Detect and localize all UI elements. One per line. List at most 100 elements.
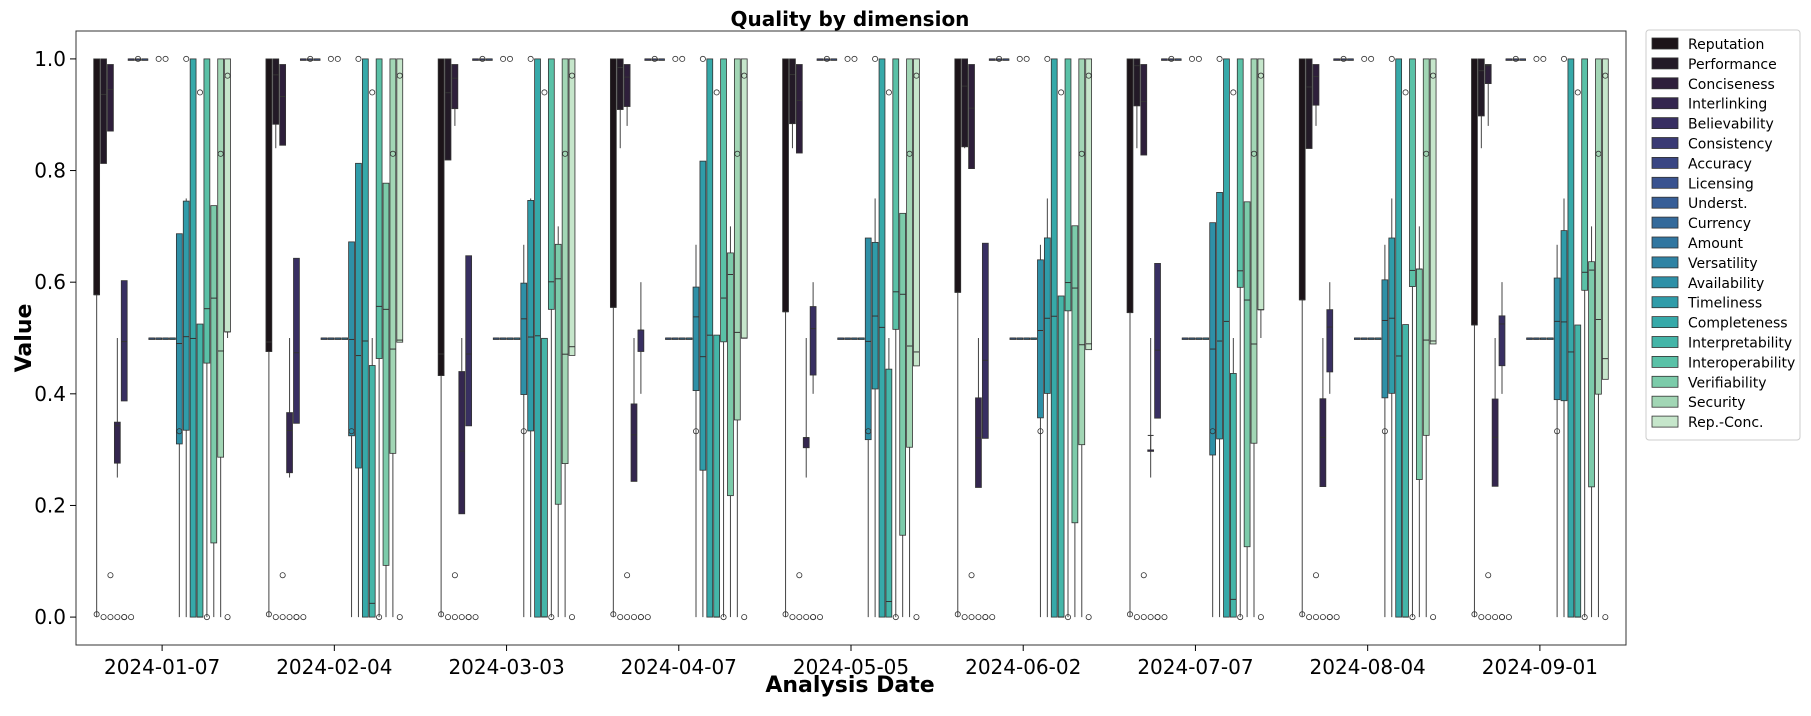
box-underst-	[1526, 337, 1533, 340]
box-currency	[499, 55, 507, 340]
outlier-point	[1313, 614, 1320, 621]
outlier-point	[376, 614, 383, 621]
box-timeliness	[1388, 55, 1396, 618]
y-axis-title: Value	[12, 304, 37, 373]
box-interoperability	[1064, 58, 1072, 621]
y-tick-label: 0.6	[34, 270, 66, 294]
outlier-point	[810, 614, 817, 621]
box-body	[1567, 58, 1575, 618]
y-tick-label: 0.8	[34, 159, 66, 183]
outlier-point	[293, 614, 300, 621]
box-body	[968, 64, 975, 169]
outlier-point	[1333, 614, 1340, 621]
box-body	[733, 58, 741, 421]
outlier-point	[562, 150, 569, 157]
box-licensing	[658, 58, 665, 61]
box-body	[1326, 309, 1334, 373]
box-underst-	[1009, 337, 1017, 340]
box-security	[1422, 58, 1430, 618]
outlier-point	[672, 55, 679, 62]
outlier-point	[128, 614, 135, 621]
box-completeness	[189, 58, 197, 618]
box-believability	[809, 282, 817, 621]
legend-label-conciseness: Conciseness	[1688, 77, 1775, 93]
box-body	[637, 329, 645, 352]
outlier-point	[961, 614, 968, 621]
outlier-point	[1085, 72, 1092, 79]
outlier-point	[203, 614, 210, 621]
outlier-point	[982, 614, 989, 621]
legend-label-security: Security	[1688, 395, 1746, 411]
box-availability	[1037, 244, 1044, 618]
box-currency	[327, 55, 335, 340]
outlier-point	[1423, 150, 1430, 157]
box-body	[458, 371, 466, 515]
box-body	[554, 243, 562, 505]
box-verifiability	[210, 205, 218, 618]
box-body	[906, 58, 913, 448]
box-believability	[637, 282, 645, 621]
box-availability	[175, 233, 183, 618]
box-availability	[1209, 222, 1217, 618]
y-tick-label: 0.2	[34, 493, 66, 517]
box-body	[1319, 398, 1327, 488]
box-availability	[520, 244, 528, 618]
box-body	[802, 437, 810, 449]
outlier-point	[892, 614, 899, 621]
y-tick-label: 0.4	[34, 382, 66, 406]
box-body	[113, 421, 121, 464]
outlier-point	[100, 614, 107, 621]
box-interpretability	[713, 89, 721, 618]
outlier-point	[1581, 614, 1588, 621]
outlier-point	[1313, 572, 1320, 579]
box-interlinking	[286, 338, 293, 621]
outlier-point	[1361, 55, 1368, 62]
box-interlinking	[1491, 338, 1499, 621]
box-versatility	[857, 337, 865, 340]
legend-swatch-versatility	[1651, 256, 1679, 269]
box-versatility	[685, 337, 693, 340]
outlier-point	[217, 150, 224, 157]
box-interoperability	[375, 58, 383, 621]
box-believability	[120, 280, 128, 621]
outlier-point	[1388, 55, 1395, 62]
legend-label-believability: Believability	[1688, 117, 1774, 133]
outlier-point	[1023, 55, 1030, 62]
box-body	[175, 233, 183, 445]
box-body	[1601, 58, 1609, 380]
outlier-point	[637, 614, 644, 621]
box-body	[1388, 237, 1396, 394]
outlier-point	[1257, 72, 1264, 79]
outlier-point	[1402, 89, 1409, 96]
outlier-point	[134, 55, 141, 62]
box-body	[1154, 263, 1161, 419]
box-amount	[1195, 55, 1203, 340]
box-verifiability	[899, 212, 907, 618]
box-completeness	[1567, 58, 1575, 618]
outlier-point	[851, 55, 858, 62]
box-underst-	[148, 337, 156, 340]
outlier-point	[796, 572, 803, 579]
outlier-point	[1478, 614, 1485, 621]
box-amount	[1539, 55, 1547, 340]
outlier-point	[975, 614, 982, 621]
box-body	[609, 58, 617, 308]
box-believability	[981, 242, 989, 621]
outlier-point	[1154, 614, 1161, 621]
box-consistency	[127, 58, 135, 621]
box-body	[196, 323, 204, 618]
legend-label-consistency: Consistency	[1688, 137, 1773, 153]
box-currency	[1016, 55, 1024, 340]
outlier-point	[693, 428, 700, 435]
legend-label-licensing: Licensing	[1688, 176, 1754, 192]
box-consistency	[644, 58, 652, 621]
legend-swatch-conciseness	[1651, 77, 1679, 90]
outlier-point	[155, 55, 162, 62]
box-conciseness	[623, 64, 631, 621]
box-body	[1064, 58, 1072, 312]
box-body	[1071, 225, 1079, 524]
box-body	[616, 58, 624, 110]
box-body	[348, 241, 355, 437]
box-interoperability	[203, 58, 211, 621]
box-body	[541, 337, 548, 618]
